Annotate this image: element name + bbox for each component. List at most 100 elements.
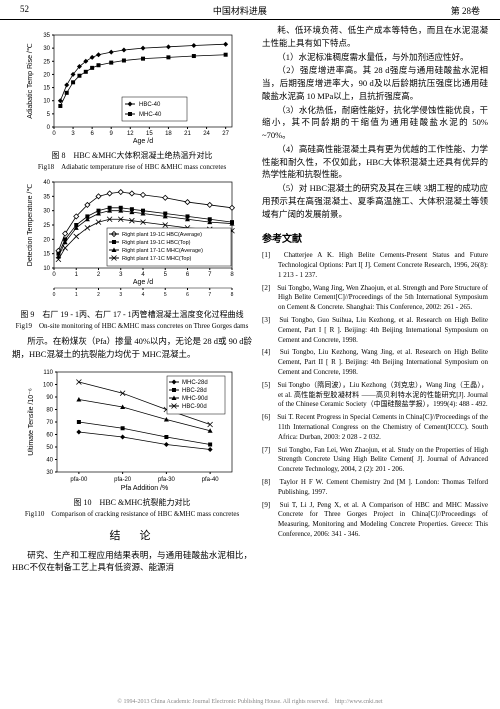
reference-item: [7] Sui Tongbo, Fan Lei, Wen Zhaojun, et… — [262, 446, 488, 475]
svg-text:5: 5 — [164, 272, 168, 278]
conclusion-title: 结 论 — [12, 527, 252, 543]
svg-text:6: 6 — [186, 292, 189, 298]
svg-text:15: 15 — [43, 86, 50, 92]
body-paragraph: （3）水化热低，耐磨性能好，抗化学侵蚀性能优良，干缩小，其不同龄期的干缩值为通用… — [262, 104, 488, 142]
svg-text:7: 7 — [208, 272, 212, 278]
svg-text:0: 0 — [47, 125, 51, 131]
svg-text:12: 12 — [127, 131, 134, 137]
svg-text:MHC-40: MHC-40 — [139, 112, 162, 118]
svg-text:40: 40 — [46, 457, 53, 463]
svg-text:MHC-90d: MHC-90d — [182, 396, 208, 402]
fig10-caption-cn: 图 10 HBC &MHC抗裂能力对比 — [12, 497, 252, 508]
svg-text:4: 4 — [142, 292, 145, 298]
svg-text:Right plant 17-1C MHC(Average): Right plant 17-1C MHC(Average) — [122, 248, 203, 254]
svg-text:pfa-30: pfa-30 — [158, 477, 176, 483]
fig10-caption-en: Fig110 Comparison of cracking resistance… — [12, 509, 252, 519]
svg-text:10: 10 — [43, 99, 50, 105]
svg-text:5: 5 — [47, 112, 51, 118]
body-paragraph: 耗、低环境负荷、低生产成本等特色，而且在水泥混凝土性能上具有如下特点。 — [262, 24, 488, 50]
reference-item: [6] Sui T. Recent Progress in Special Ce… — [262, 413, 488, 442]
svg-text:pfa-20: pfa-20 — [114, 477, 132, 483]
svg-text:27: 27 — [222, 131, 229, 137]
reference-item: [2] Sui Tongbo, Wang Jing, Wen Zhaojun, … — [262, 284, 488, 313]
svg-text:3: 3 — [71, 131, 75, 137]
svg-text:80: 80 — [46, 407, 53, 413]
svg-text:3: 3 — [119, 272, 123, 278]
svg-text:0: 0 — [52, 131, 56, 137]
svg-text:Pfa Addition /%: Pfa Addition /% — [121, 485, 168, 492]
svg-text:40: 40 — [43, 180, 50, 186]
reference-item: [9] Sui T, Li J, Peng X, et al. A Compar… — [262, 501, 488, 540]
svg-text:20: 20 — [43, 72, 50, 78]
svg-text:Detection Temperature /℃: Detection Temperature /℃ — [27, 184, 34, 267]
volume: 第 28卷 — [451, 4, 480, 17]
svg-text:70: 70 — [46, 420, 53, 426]
fig8-caption-cn: 图 8 HBC &MHC大体积混凝土绝热温升对比 — [12, 150, 252, 161]
svg-text:60: 60 — [46, 432, 53, 438]
svg-text:HBC-90d: HBC-90d — [182, 404, 207, 410]
reference-item: [5] Sui Tongbo（隋同波），Liu Kezhong（刘克忠），Wan… — [262, 381, 488, 410]
svg-text:1: 1 — [75, 292, 78, 298]
svg-text:8: 8 — [231, 292, 234, 298]
reference-item: [4] Sui Tongbo, Liu Kezhong, Wang Jing, … — [262, 348, 488, 377]
svg-text:Right plant 19-1C HBC(Average): Right plant 19-1C HBC(Average) — [122, 232, 202, 238]
fig8-caption-en: Fig18 Adiabatic temperature rise of HBC … — [12, 162, 252, 172]
svg-text:HBC-28d: HBC-28d — [182, 388, 207, 394]
svg-text:50: 50 — [46, 445, 53, 451]
svg-text:35: 35 — [43, 33, 50, 39]
svg-text:90: 90 — [46, 395, 53, 401]
svg-text:2: 2 — [97, 292, 100, 298]
svg-text:6: 6 — [186, 272, 190, 278]
svg-text:4: 4 — [141, 272, 145, 278]
svg-text:15: 15 — [146, 131, 153, 137]
svg-text:100: 100 — [43, 382, 54, 388]
svg-text:25: 25 — [43, 59, 50, 65]
svg-text:110: 110 — [43, 370, 53, 376]
conclusion-para: 研究、生产和工程应用结果表明，与通用硅酸盐水泥相比，HBC不仅在制备工艺上具有低… — [12, 549, 252, 575]
svg-text:9: 9 — [110, 131, 114, 137]
svg-text:Age /d: Age /d — [133, 279, 153, 286]
references-title: 参考文献 — [262, 230, 488, 245]
figure-9-chart: 01234567810152025303540Age /dDetection T… — [22, 176, 242, 306]
reference-item: [8] Taylor H F W. Cement Chemistry 2nd [… — [262, 478, 488, 498]
svg-text:Right plant 19-1C HBC(Top): Right plant 19-1C HBC(Top) — [122, 240, 191, 246]
svg-text:8: 8 — [230, 272, 234, 278]
figure-8-chart: 036912151821242705101520253035Age /dAdia… — [22, 27, 242, 147]
svg-text:25: 25 — [43, 223, 50, 229]
svg-text:10: 10 — [43, 266, 50, 272]
fig9-caption-en: Fig19 On-site monitoring of HBC &MHC mas… — [12, 321, 252, 331]
svg-text:6: 6 — [90, 131, 94, 137]
reference-item: [1] Chatterjee A K. High Belite Cements-… — [262, 251, 488, 280]
svg-text:3: 3 — [119, 292, 122, 298]
svg-text:30: 30 — [43, 46, 50, 52]
svg-text:Age /d: Age /d — [133, 138, 153, 145]
copyright-footer: © 1994-2013 China Academic Journal Elect… — [0, 696, 500, 705]
journal-title: 中国材料进展 — [213, 4, 267, 17]
svg-text:7: 7 — [208, 292, 211, 298]
fig9-caption-cn: 图 9 右厂 19 - 1丙、右厂 17 - 1丙管槽混凝土温度变化过程曲线 — [12, 309, 252, 320]
svg-text:0: 0 — [52, 272, 56, 278]
mid-paragraph: 所示。在粉煤灰（Pfa）掺量 40%以内，无论是 28 d或 90 d龄期，HB… — [12, 335, 252, 361]
body-paragraph: （1）水泥标准稠度需水量低，与外加剂适应性好。 — [262, 51, 488, 64]
figure-10-chart: pfa-00 pfa-20 pfa-30 pfa-40 30 40 50 60 70 80 90 10… — [22, 364, 242, 494]
svg-text:pfa-00: pfa-00 — [70, 477, 88, 483]
svg-text:HBC-40: HBC-40 — [139, 102, 161, 108]
svg-text:18: 18 — [165, 131, 172, 137]
body-paragraph: （2）强度增进率高。其 28 d强度与通用硅酸盐水泥相当，后期强度增进率大，90… — [262, 64, 488, 102]
reference-item: [3] Sui Tongbo, Guo Suihua, Liu Kezhong,… — [262, 316, 488, 345]
svg-text:2: 2 — [97, 272, 101, 278]
svg-text:Right plant 17-1C MHC(Top): Right plant 17-1C MHC(Top) — [122, 256, 192, 262]
svg-text:Ultimate Tensile /10⁻⁶: Ultimate Tensile /10⁻⁶ — [28, 388, 35, 456]
svg-text:1: 1 — [75, 272, 79, 278]
svg-text:20: 20 — [43, 237, 50, 243]
svg-text:24: 24 — [203, 131, 210, 137]
body-paragraph: （4）高硅高性能混凝土具有更为优越的工作性能、力学性能和耐久性，不仅如此，HBC… — [262, 143, 488, 181]
svg-text:35: 35 — [43, 194, 50, 200]
page-number: 52 — [20, 4, 29, 17]
svg-text:30: 30 — [46, 470, 53, 476]
svg-text:5: 5 — [164, 292, 167, 298]
svg-text:pfa-40: pfa-40 — [202, 477, 220, 483]
svg-text:15: 15 — [43, 252, 50, 258]
page-header: 52 中国材料进展 第 28卷 — [0, 0, 500, 20]
svg-text:0: 0 — [53, 292, 56, 298]
